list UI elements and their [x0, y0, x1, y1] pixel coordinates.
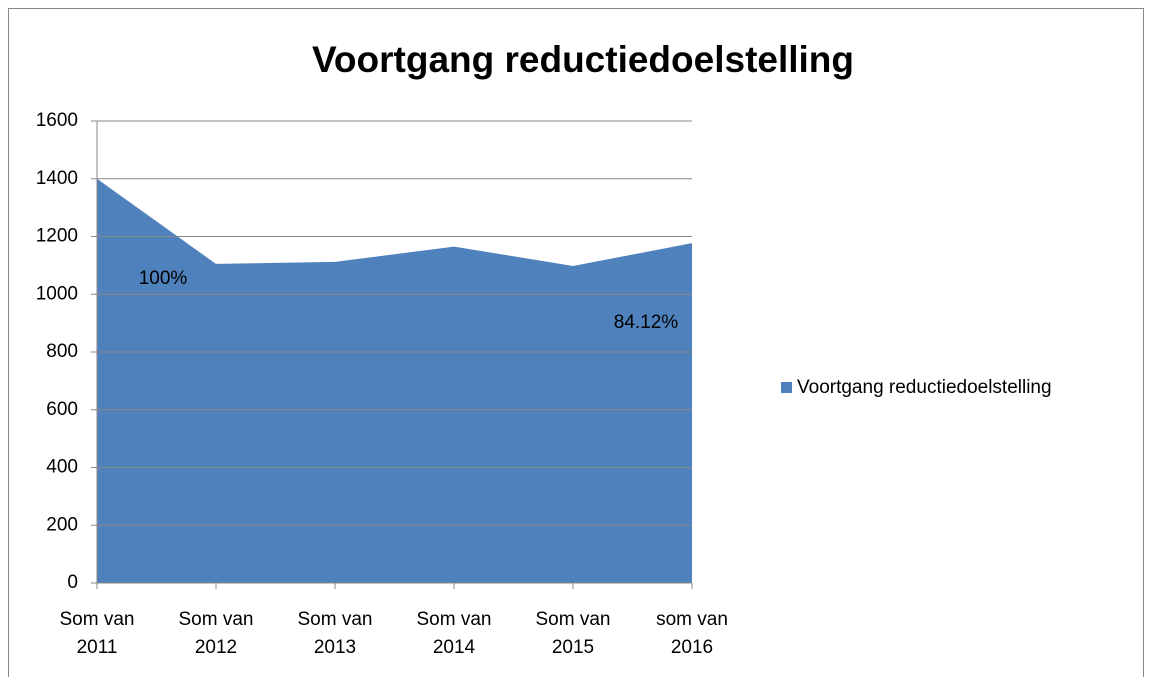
y-tick-label: 600 [46, 399, 78, 420]
y-tick-label: 800 [46, 341, 78, 362]
y-tick-label: 1400 [36, 168, 78, 189]
legend-label: Voortgang reductiedoelstelling [797, 377, 1052, 398]
area [97, 178, 692, 583]
x-tick-label: Som van 2011 [59, 609, 135, 658]
x-tick-label: Som van 2014 [416, 609, 492, 658]
x-tick-label: som van 2016 [656, 609, 728, 658]
y-tick-label: 200 [46, 514, 78, 535]
chart-title: Voortgang reductiedoelstelling [312, 39, 854, 80]
x-tick-label: Som van 2013 [297, 609, 373, 658]
annotation: 100% [139, 268, 188, 289]
x-tick-label: Som van 2012 [178, 609, 254, 658]
chart-border [8, 8, 1144, 677]
annotation: 84.12% [614, 312, 679, 333]
x-tick-label: Som van 2015 [535, 609, 611, 658]
y-tick-label: 1200 [36, 226, 78, 247]
y-tick-label: 400 [46, 457, 78, 478]
y-tick-label: 1600 [36, 110, 78, 131]
y-tick-label: 0 [67, 572, 78, 593]
legend-swatch [781, 382, 792, 393]
y-tick-label: 1000 [36, 283, 78, 304]
